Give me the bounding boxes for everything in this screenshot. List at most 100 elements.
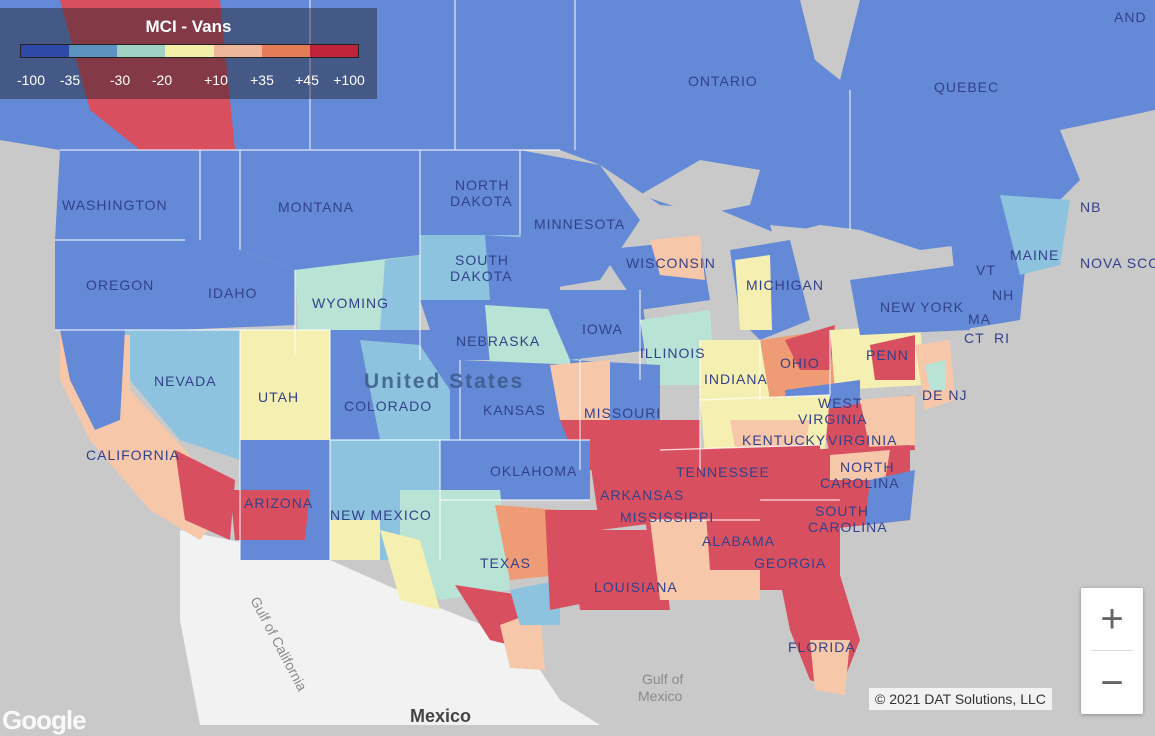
region-kentucky-peach [730, 420, 810, 448]
label-nh: NH [992, 287, 1014, 303]
region-new-york [850, 265, 970, 335]
hudson-bay-part [800, 0, 860, 80]
legend-swatch [165, 45, 214, 57]
label-maine: MAINE [1010, 247, 1059, 263]
label-florida: FLORIDA [788, 639, 856, 655]
region-louisiana [570, 530, 670, 610]
region-nc-peach [830, 450, 890, 480]
label-north-carolina-1: NORTH [840, 459, 895, 475]
great-lake-michigan [712, 250, 738, 340]
region-indiana [700, 340, 770, 400]
label-ontario: ONTARIO [688, 73, 758, 89]
canada-region [0, 0, 1155, 250]
legend-swatch [69, 45, 118, 57]
label-texas: TEXAS [480, 555, 531, 571]
label-ma: MA [968, 311, 991, 327]
region-virginia-peach [860, 395, 915, 450]
label-montana: MONTANA [278, 199, 354, 215]
legend-tick: -30 [109, 72, 131, 88]
label-north-dakota-1: NORTH [455, 177, 510, 193]
legend-title: MCI - Vans [145, 17, 232, 36]
label-nova-scotia: NOVA SCO [1080, 255, 1155, 271]
google-logo: Google [2, 705, 87, 735]
region-washington [55, 150, 200, 240]
legend-swatch [309, 45, 358, 57]
legend-tick: +10 [204, 72, 228, 88]
region-north-dakota [420, 150, 520, 235]
label-north-dakota-2: DAKOTA [450, 193, 513, 209]
label-oregon: OREGON [86, 277, 154, 293]
label-nevada: NEVADA [154, 373, 217, 389]
label-utah: UTAH [258, 389, 299, 405]
region-utah [240, 330, 330, 440]
label-california: CALIFORNIA [86, 447, 180, 463]
label-mexico: Mexico [410, 706, 471, 725]
region-new-england [950, 220, 1030, 330]
region-ohio-red [785, 325, 835, 370]
legend-color-bar [20, 44, 359, 58]
label-quebec: QUEBEC [934, 79, 999, 95]
region-oklahoma [440, 440, 590, 500]
region-nevada [120, 330, 240, 460]
label-michigan: MICHIGAN [746, 277, 824, 293]
label-south-dakota-2: DAKOTA [450, 268, 513, 284]
label-wisconsin: WISCONSIN [626, 255, 716, 271]
region-texas-orange [495, 505, 560, 580]
label-missouri: MISSOURI [584, 405, 661, 421]
label-indiana: INDIANA [704, 371, 768, 387]
label-oklahoma: OKLAHOMA [490, 463, 577, 479]
label-illinois: ILLINOIS [640, 345, 706, 361]
label-louisiana: LOUISIANA [594, 579, 678, 595]
region-socal-red [175, 450, 235, 540]
gulf-st-lawrence [1060, 110, 1155, 210]
label-penn: PENN [866, 347, 909, 363]
region-kansas [460, 360, 580, 440]
legend-tick: +35 [250, 72, 274, 88]
label-new-mexico: NEW MEXICO [330, 507, 432, 523]
canada-red-region [60, 0, 235, 150]
label-south-carolina-2: CAROLINA [808, 519, 888, 535]
label-alabama: ALABAMA [702, 533, 775, 549]
region-wyoming-east [380, 255, 420, 330]
label-mississippi: MISSISSIPPI [620, 509, 714, 525]
zoom-out-button[interactable]: − [1100, 660, 1124, 705]
label-nebraska: NEBRASKA [456, 333, 540, 349]
zoom-in-button[interactable]: + [1100, 596, 1124, 641]
label-kansas: KANSAS [483, 402, 546, 418]
legend-panel: MCI - Vans -100 -35 -30 -20 +10 +35 +45 … [0, 8, 377, 99]
legend-tick: -100 [16, 72, 46, 88]
label-gulf-of-mexico-1: Gulf of [642, 671, 683, 687]
label-ri: RI [994, 330, 1010, 346]
label-south-dakota-1: SOUTH [455, 252, 509, 268]
label-ct: CT [964, 330, 985, 346]
legend-swatch [213, 45, 262, 57]
region-nc-east-blue [865, 470, 915, 525]
legend-tick: +100 [333, 72, 365, 88]
great-lake-erie [800, 300, 870, 335]
region-penn-red [870, 335, 915, 380]
attribution-text[interactable]: © 2021 DAT Solutions, LLC [869, 688, 1052, 710]
label-and: AND [1114, 9, 1147, 25]
label-nb: NB [1080, 199, 1101, 215]
region-florida-peach [810, 640, 850, 695]
region-arizona-red [230, 490, 310, 540]
label-gulf-of-mexico-2: Mexico [638, 688, 683, 704]
region-maine [1000, 195, 1070, 275]
label-georgia: GEORGIA [754, 555, 826, 571]
label-north-carolina-2: CAROLINA [820, 475, 900, 491]
zoom-control: + − [1081, 588, 1143, 714]
label-tennessee: TENNESSEE [676, 464, 770, 480]
legend-swatch [21, 45, 70, 57]
label-washington: WASHINGTON [62, 197, 168, 213]
legend-tick: -20 [151, 72, 173, 88]
label-united-states: United States [364, 370, 524, 393]
region-nj-mint [925, 360, 945, 390]
legend-ticks: -100 -35 -30 -20 +10 +35 +45 +100 [0, 72, 377, 90]
label-arizona: ARIZONA [244, 495, 313, 511]
legend-tick: -35 [59, 72, 81, 88]
label-vt: VT [976, 262, 996, 278]
label-west-virginia-2: VIRGINIA [798, 411, 867, 427]
region-california-blue [60, 330, 125, 430]
baja-land [185, 535, 330, 725]
